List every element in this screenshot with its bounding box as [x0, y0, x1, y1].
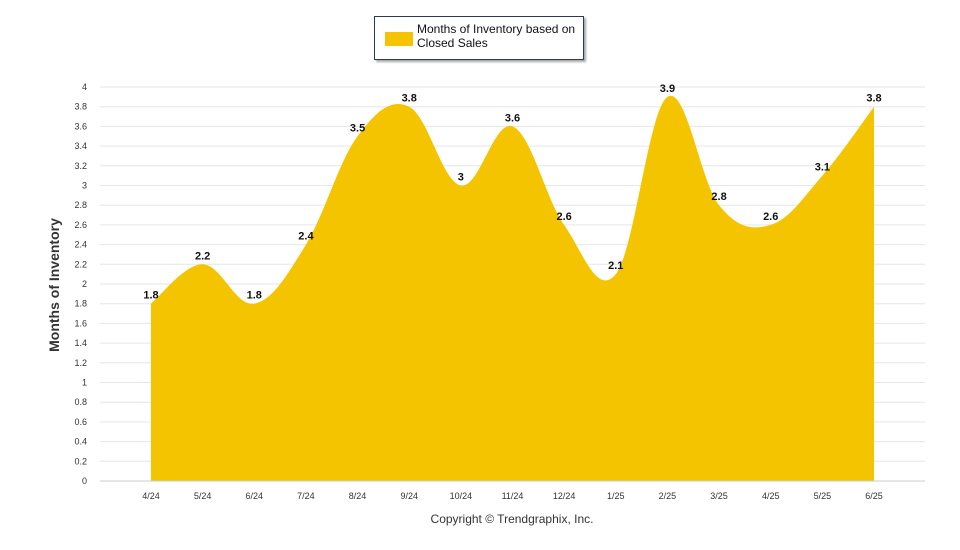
y-tick-label: 0.2	[74, 456, 87, 466]
x-tick-label: 8/24	[349, 491, 367, 501]
y-tick-label: 2.2	[74, 259, 87, 269]
y-tick-label: 1.4	[74, 338, 87, 348]
data-label: 2.4	[298, 231, 314, 243]
legend-swatch	[385, 32, 413, 46]
y-tick-label: 1.2	[74, 358, 87, 368]
x-tick-label: 11/24	[502, 491, 524, 501]
x-tick-label: 9/24	[400, 491, 418, 501]
data-label: 3.9	[660, 83, 675, 95]
data-label: 3.8	[402, 93, 417, 105]
x-tick-label: 4/24	[142, 491, 160, 501]
x-tick-label: 4/25	[762, 491, 780, 501]
y-tick-label: 0	[82, 476, 87, 486]
y-tick-label: 0.6	[74, 417, 87, 427]
area-series	[151, 95, 874, 481]
y-tick-label: 0.8	[74, 397, 87, 407]
chart-legend: Months of Inventory based on Closed Sale…	[374, 16, 584, 60]
data-label: 2.8	[711, 191, 726, 203]
y-tick-label: 4	[82, 82, 87, 92]
x-tick-label: 3/25	[710, 491, 728, 501]
x-tick-label: 12/24	[553, 491, 576, 501]
data-label: 3	[458, 172, 464, 184]
y-tick-label: 3	[82, 181, 87, 191]
data-label: 1.8	[247, 290, 262, 302]
x-tick-label: 6/25	[865, 491, 883, 501]
data-label: 2.6	[556, 211, 571, 223]
y-tick-label: 3.2	[74, 161, 87, 171]
data-labels: 1.8 2.2 1.8 2.4 3.5 3.8 3 3.6 2.6 2.1 3.9 2.8 2.6 3.1…	[143, 83, 881, 302]
y-tick-label: 0.4	[74, 437, 87, 447]
data-label: 3.1	[815, 162, 830, 174]
data-label: 2.1	[608, 260, 623, 272]
x-tick-label: 10/24	[450, 491, 473, 501]
x-tick-label: 6/24	[246, 491, 264, 501]
x-tick-label: 5/24	[194, 491, 212, 501]
x-tick-label: 5/25	[814, 491, 832, 501]
y-tick-label: 1.6	[74, 318, 87, 328]
copyright-footer: Copyright © Trendgraphix, Inc.	[430, 512, 594, 526]
area-fill	[151, 95, 874, 481]
y-tick-label: 2	[82, 279, 87, 289]
y-tick-label: 1	[82, 378, 87, 388]
y-tick-label: 3.8	[74, 102, 87, 112]
data-label: 3.5	[350, 122, 365, 134]
data-label: 2.6	[763, 211, 778, 223]
x-tick-label: 1/25	[607, 491, 625, 501]
y-tick-label: 1.8	[74, 299, 87, 309]
data-label: 2.2	[195, 250, 210, 262]
x-tick-label: 7/24	[297, 491, 315, 501]
data-label: 1.8	[143, 290, 158, 302]
x-axis-ticks: 4/24 5/24 6/24 7/24 8/24 9/24 10/24 11/24 12/24 1…	[100, 480, 925, 501]
y-axis-label: Months of Inventory	[46, 218, 62, 352]
y-tick-label: 3.4	[74, 141, 87, 151]
data-label: 3.8	[866, 93, 881, 105]
y-axis-ticks: 0 0.2 0.4 0.6 0.8 1 1.2 1.4 1.6 1.8 2 2.2 2.4 2.6 2.8 3…	[74, 82, 87, 486]
x-tick-label: 2/25	[659, 491, 677, 501]
y-tick-label: 3.6	[74, 121, 87, 131]
legend-label: Months of Inventory based on Closed Sale…	[417, 22, 576, 50]
y-tick-label: 2.4	[74, 240, 87, 250]
y-tick-label: 2.6	[74, 220, 87, 230]
data-label: 3.6	[505, 112, 520, 124]
y-tick-label: 2.8	[74, 200, 87, 210]
